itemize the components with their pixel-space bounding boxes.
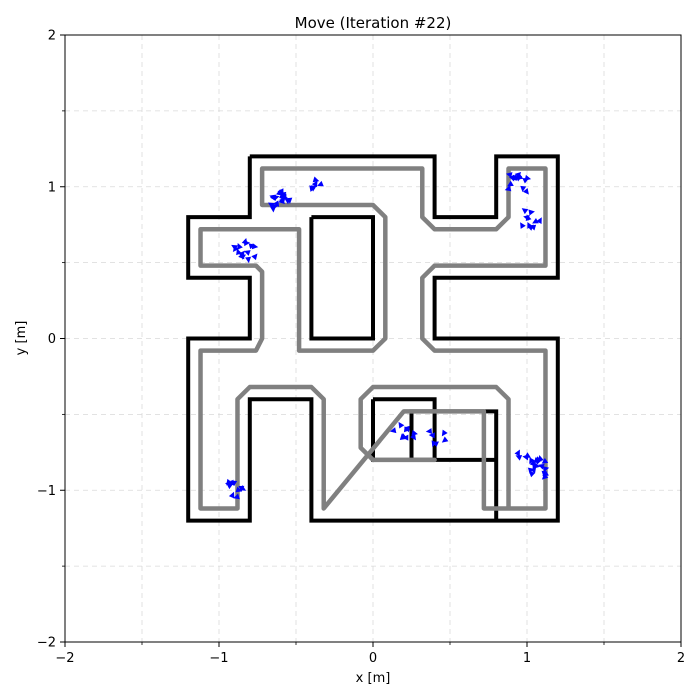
particle-marker (312, 176, 320, 183)
y-tick-label: −1 (37, 484, 56, 499)
particle-marker (243, 250, 251, 256)
particle-marker (235, 486, 243, 493)
particle-marker (269, 194, 276, 201)
particle-marker (441, 436, 449, 443)
particle-marker (311, 180, 318, 188)
particle-marker (507, 180, 514, 187)
x-tick-label: 1 (523, 651, 531, 666)
particle-marker (230, 480, 238, 487)
particle-marker (520, 222, 526, 229)
particle-marker (245, 256, 252, 264)
particle-marker (441, 429, 448, 437)
particle-marker (251, 253, 258, 261)
particle-marker (525, 214, 532, 221)
particle-marker (432, 441, 439, 447)
particle-marker (228, 491, 235, 499)
particle-marker (399, 433, 406, 440)
particle-marker (520, 185, 527, 193)
particle-marker (251, 243, 259, 250)
y-axis-label: y [m] (14, 321, 29, 356)
particle-marker (236, 248, 242, 256)
particle-marker (267, 202, 275, 209)
particle-marker (310, 185, 317, 192)
particle-marker (514, 449, 520, 457)
particle-marker (317, 180, 324, 187)
particle-marker (516, 173, 524, 180)
particle-marker (410, 433, 417, 441)
particle-marker (425, 428, 433, 435)
x-tick-label: 0 (369, 651, 377, 666)
particle-marker (541, 470, 548, 478)
x-axis-label: x [m] (356, 671, 391, 686)
particle-marker (238, 485, 245, 492)
particle-marker (233, 493, 240, 500)
particle-marker (411, 429, 418, 436)
y-tick-label: 2 (48, 29, 56, 44)
particle-marker (515, 455, 523, 461)
ticks: −2−2 −1 −1 0 0 1 1 2 2 (37, 29, 685, 667)
particle-marker (529, 457, 535, 465)
particle-marker (528, 209, 535, 216)
particle-marker (541, 457, 549, 464)
y-tick-label: 0 (48, 332, 56, 347)
particle-marker (542, 466, 550, 473)
particle-marker (428, 432, 435, 439)
particle-marker (239, 254, 246, 260)
particle-marker (225, 481, 232, 488)
particle-marker (280, 191, 287, 199)
particles (225, 172, 550, 500)
particle-marker (402, 434, 409, 441)
particle-marker (509, 174, 515, 182)
particle-marker (528, 470, 536, 478)
x-tick-label: −2 (55, 651, 74, 666)
y-tick-label: 1 (48, 180, 56, 195)
x-tick-label: −1 (209, 651, 228, 666)
particle-marker (270, 206, 277, 213)
particle-marker (532, 463, 538, 471)
particle-marker (504, 185, 512, 192)
particle-marker (389, 427, 397, 434)
particle-marker (241, 237, 248, 245)
path-line (198, 166, 548, 511)
y-tick-label: −2 (37, 636, 56, 651)
particle-marker (273, 200, 280, 208)
particle-marker (237, 243, 243, 250)
particle-marker (537, 455, 544, 462)
x-tick-label: 2 (677, 651, 685, 666)
particle-marker (536, 217, 542, 225)
particle-marker (521, 208, 529, 215)
particle-marker (522, 188, 529, 195)
particle-marker (231, 244, 238, 251)
chart-title: Move (Iteration #22) (295, 14, 452, 32)
particle-marker (524, 452, 532, 458)
particle-marker (529, 224, 537, 231)
particle-marker (398, 421, 405, 429)
particle-marker (284, 198, 291, 205)
particle-marker (403, 426, 411, 433)
particle-marker (532, 217, 539, 224)
particle-marker (522, 178, 530, 184)
particle-marker (541, 473, 549, 480)
wall-inner-wall-top (309, 215, 375, 341)
particle-marker (514, 172, 522, 179)
particle-marker (538, 463, 545, 470)
planned-path (198, 166, 548, 511)
